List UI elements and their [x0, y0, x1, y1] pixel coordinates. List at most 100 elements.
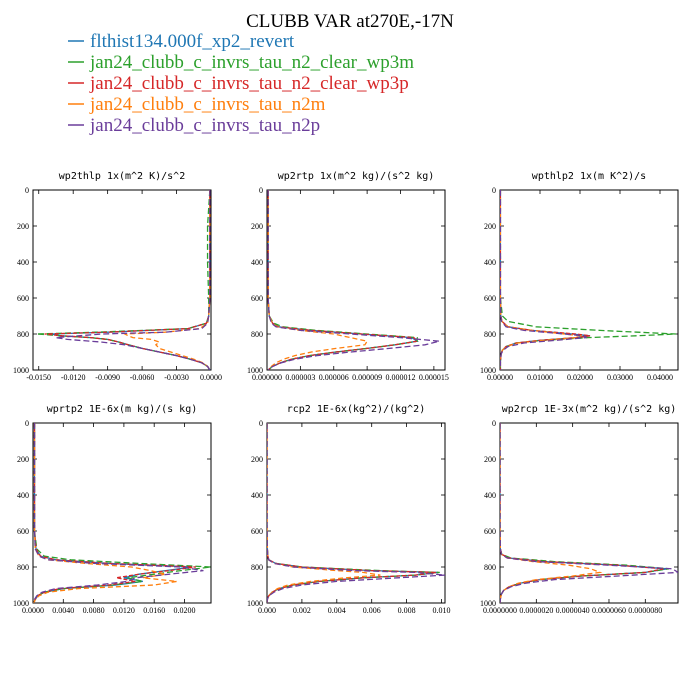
x-tick-label: 0.000 — [258, 606, 276, 615]
y-tick-label: 400 — [17, 491, 29, 500]
y-tick-label: 600 — [484, 294, 496, 303]
x-tick-label: 0.00000 — [487, 373, 513, 382]
legend-entry: flthist134.000f_xp2_revert — [68, 31, 295, 52]
series-group — [500, 423, 678, 603]
x-tick-label: 0.0000 — [200, 373, 222, 382]
y-tick-label: 200 — [251, 455, 263, 464]
legend-label: jan24_clubb_c_invrs_tau_n2m — [89, 94, 326, 115]
series-line-4 — [500, 190, 583, 370]
panel-title: wpthlp2 1x(m K^2)/s — [532, 171, 646, 182]
x-tick-label: 0.0200 — [173, 606, 195, 615]
x-tick-label: -0.0120 — [61, 373, 86, 382]
x-tick-label: 0.0000080 — [628, 606, 662, 615]
y-tick-label: 600 — [251, 527, 263, 536]
figure-title: CLUBB VAR at270E,-17N — [246, 11, 454, 32]
y-tick-label: 800 — [484, 563, 496, 572]
series-line-4 — [122, 190, 211, 370]
x-tick-label: 0.0000020 — [519, 606, 553, 615]
panels: wp2thlp 1x(m^2 K)/s^202004006008001000-0… — [13, 171, 679, 615]
y-tick-label: 0 — [25, 186, 29, 195]
x-tick-label: 0.0000 — [22, 606, 44, 615]
panel-4: wprtp2 1E-6x(m kg)/(s kg) 0 200 400 600 800 10… — [13, 404, 212, 615]
series-line-5 — [33, 423, 204, 603]
legend-entry: jan24_clubb_c_invrs_tau_n2p — [68, 115, 320, 136]
series-line-5 — [267, 423, 445, 603]
series-group — [267, 423, 445, 603]
x-tick-label: 0.000012 — [386, 373, 416, 382]
x-tick-label: 0.006 — [363, 606, 381, 615]
plot-frame — [266, 189, 446, 371]
y-tick-label: 200 — [17, 455, 29, 464]
y-tick-label: 200 — [17, 222, 29, 231]
y-tick-label: 1000 — [13, 366, 29, 375]
panel-title: rcp2 1E-6x(kg^2)/(kg^2) — [287, 404, 425, 415]
x-tick-label: 0.0040 — [52, 606, 74, 615]
legend-entry: jan24_clubb_c_invrs_tau_n2_clear_wp3p — [68, 73, 409, 94]
x-tick-label: 0.0000040 — [556, 606, 590, 615]
x-tick-label: 0.0000000 — [483, 606, 517, 615]
plot-frame — [32, 189, 212, 371]
series-group — [36, 190, 211, 370]
series-line-5 — [500, 190, 588, 370]
panel-3: wpthlp2 1x(m K^2)/s 0 200 400 600 800 10000.00… — [480, 171, 679, 382]
series-line-2 — [267, 423, 440, 603]
y-tick-label: 600 — [484, 527, 496, 536]
series-line-4 — [267, 190, 369, 370]
y-tick-label: 0 — [492, 419, 496, 428]
y-tick-label: 600 — [17, 294, 29, 303]
series-line-1 — [33, 423, 193, 603]
y-tick-label: 1000 — [247, 599, 263, 608]
y-tick-label: 800 — [484, 330, 496, 339]
y-tick-label: 400 — [17, 258, 29, 267]
legend-label: flthist134.000f_xp2_revert — [90, 31, 295, 52]
series-line-3 — [267, 423, 437, 603]
y-tick-label: 400 — [484, 258, 496, 267]
y-tick-label: 0 — [25, 419, 29, 428]
series-line-5 — [267, 190, 440, 370]
series-line-5 — [500, 423, 678, 603]
y-tick-label: 1000 — [13, 599, 29, 608]
legend-label: jan24_clubb_c_invrs_tau_n2p — [89, 115, 320, 136]
y-tick-label: 0 — [492, 186, 496, 195]
series-line-4 — [33, 423, 178, 603]
y-tick-label: 200 — [484, 455, 496, 464]
plot-frame — [32, 422, 212, 604]
panel-title: wprtp2 1E-6x(m kg)/(s kg) — [47, 404, 198, 415]
series-line-3 — [44, 190, 211, 370]
y-tick-label: 200 — [251, 222, 263, 231]
series-line-3 — [33, 423, 196, 603]
y-tick-label: 800 — [17, 563, 29, 572]
x-tick-label: 0.01000 — [527, 373, 553, 382]
legend-entry: jan24_clubb_c_invrs_tau_n2m — [68, 94, 326, 115]
series-line-4 — [267, 423, 381, 603]
y-tick-label: 400 — [484, 491, 496, 500]
x-tick-label: 0.010 — [433, 606, 451, 615]
series-line-3 — [267, 190, 419, 370]
x-tick-label: 0.008 — [398, 606, 416, 615]
legend-label: jan24_clubb_c_invrs_tau_n2_clear_wp3m — [89, 52, 414, 73]
legend-entry: jan24_clubb_c_invrs_tau_n2_clear_wp3m — [68, 52, 414, 73]
y-tick-label: 1000 — [480, 366, 496, 375]
x-tick-label: -0.0030 — [164, 373, 189, 382]
y-tick-label: 0 — [259, 186, 263, 195]
y-tick-label: 200 — [484, 222, 496, 231]
x-tick-label: 0.03000 — [607, 373, 633, 382]
y-tick-label: 0 — [259, 419, 263, 428]
x-tick-label: 0.000006 — [319, 373, 349, 382]
x-tick-label: -0.0150 — [26, 373, 51, 382]
series-line-1 — [267, 423, 439, 603]
series-line-1 — [500, 190, 591, 370]
x-tick-label: 0.000000 — [252, 373, 282, 382]
y-tick-label: 600 — [251, 294, 263, 303]
x-tick-label: 0.004 — [328, 606, 346, 615]
x-tick-label: 0.0120 — [113, 606, 135, 615]
plot-frame — [266, 422, 446, 604]
y-tick-label: 800 — [17, 330, 29, 339]
x-tick-label: 0.000003 — [285, 373, 315, 382]
legend-label: jan24_clubb_c_invrs_tau_n2_clear_wp3p — [89, 73, 409, 94]
legend: flthist134.000f_xp2_revertjan24_clubb_c_… — [68, 31, 414, 136]
y-tick-label: 1000 — [480, 599, 496, 608]
series-line-1 — [50, 190, 211, 370]
series-line-2 — [267, 190, 418, 370]
